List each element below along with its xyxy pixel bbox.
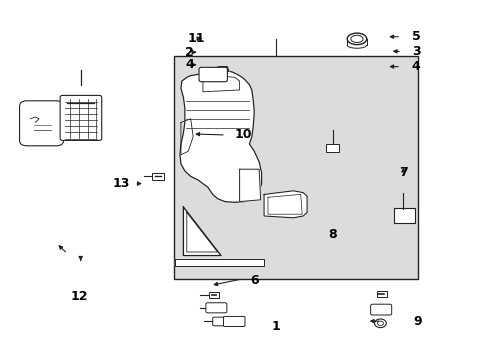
FancyBboxPatch shape [60, 95, 102, 140]
FancyBboxPatch shape [223, 316, 244, 327]
FancyBboxPatch shape [370, 304, 391, 315]
Text: 5: 5 [411, 30, 420, 43]
Text: 10: 10 [234, 129, 252, 141]
FancyBboxPatch shape [393, 208, 414, 223]
FancyBboxPatch shape [205, 303, 226, 313]
Polygon shape [180, 70, 261, 202]
Polygon shape [204, 67, 228, 75]
Polygon shape [264, 191, 306, 218]
Polygon shape [183, 207, 221, 256]
FancyBboxPatch shape [199, 67, 227, 82]
Circle shape [374, 319, 386, 328]
Text: 4: 4 [185, 58, 194, 71]
FancyBboxPatch shape [208, 292, 218, 298]
Text: 1: 1 [271, 320, 280, 333]
Polygon shape [175, 259, 264, 266]
Text: 13: 13 [112, 177, 130, 190]
Text: 6: 6 [249, 274, 258, 287]
Text: 8: 8 [327, 228, 336, 241]
Text: 7: 7 [398, 166, 407, 179]
Text: 9: 9 [413, 315, 422, 328]
Text: 11: 11 [187, 32, 205, 45]
Text: 2: 2 [185, 46, 194, 59]
FancyBboxPatch shape [20, 101, 63, 146]
FancyBboxPatch shape [325, 144, 338, 152]
Polygon shape [239, 169, 260, 202]
FancyBboxPatch shape [376, 291, 386, 297]
Bar [173, 56, 417, 279]
FancyBboxPatch shape [212, 317, 225, 326]
Text: 3: 3 [411, 45, 420, 58]
FancyBboxPatch shape [152, 173, 163, 180]
Text: 4: 4 [410, 60, 419, 73]
Ellipse shape [346, 33, 366, 45]
Ellipse shape [350, 35, 362, 42]
Circle shape [377, 321, 383, 325]
Text: 12: 12 [71, 291, 88, 303]
